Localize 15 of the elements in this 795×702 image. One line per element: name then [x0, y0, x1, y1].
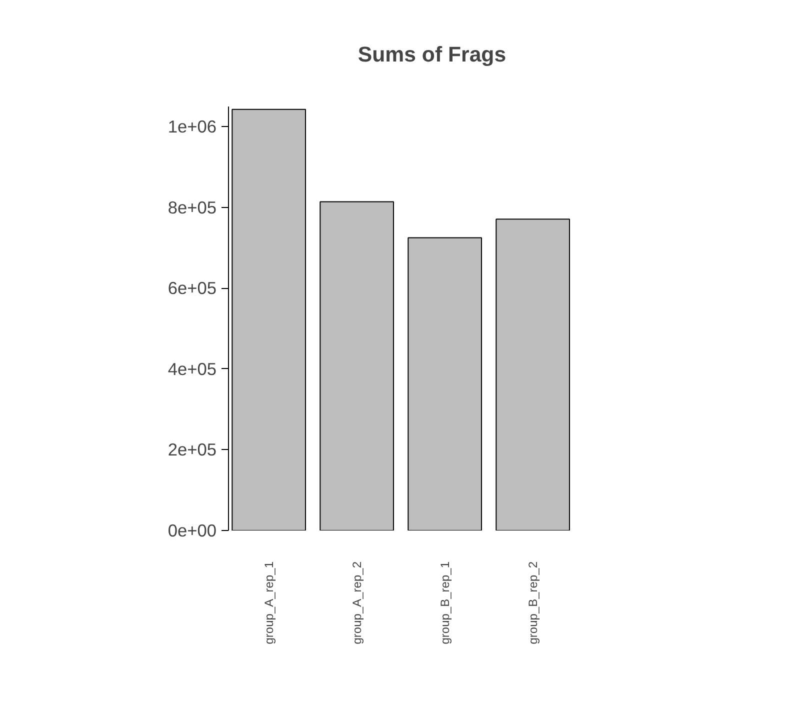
bar [496, 218, 570, 530]
y-tick-label: 1e+06 [168, 116, 217, 137]
y-tick-label: 6e+05 [168, 278, 217, 298]
x-tick-label: group_B_rep_1 [438, 561, 452, 644]
y-tick-label: 8e+05 [168, 197, 217, 218]
y-tick-label: 4e+05 [168, 358, 217, 379]
x-tick-label: group_A_rep_1 [262, 561, 276, 644]
bar [408, 237, 482, 530]
bar [232, 108, 306, 530]
y-tick-label: 0e+00 [168, 520, 217, 540]
x-tick-label: group_A_rep_2 [350, 561, 364, 644]
bar [320, 201, 394, 530]
x-tick-label: group_B_rep_2 [526, 561, 540, 644]
y-tick-label: 2e+05 [168, 440, 217, 460]
chart-title: Sums of Frags [358, 42, 506, 66]
